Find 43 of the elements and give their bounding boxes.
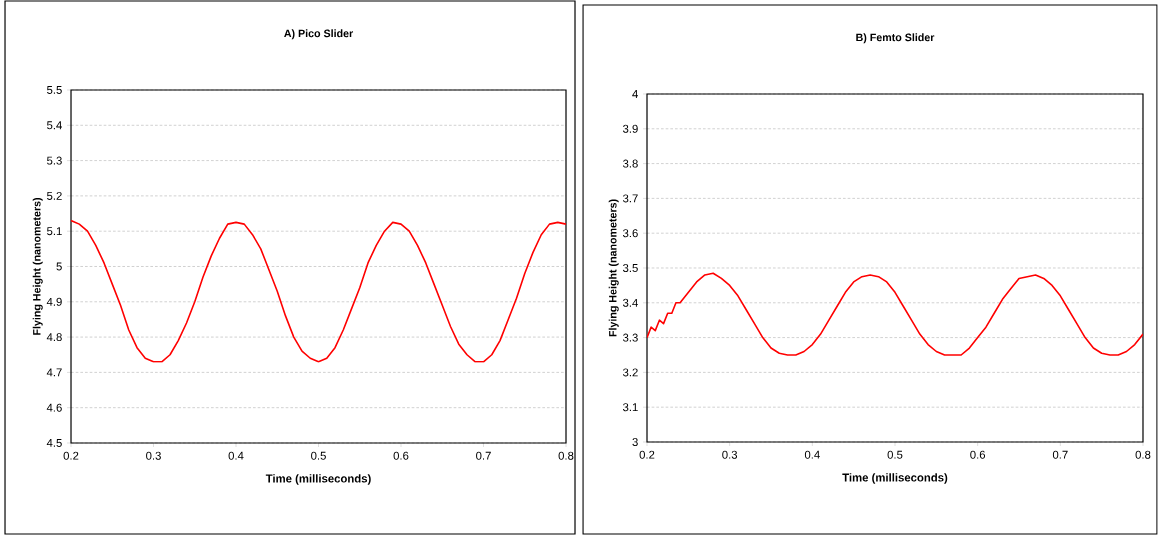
- x-axis-title: Time (milliseconds): [265, 474, 371, 485]
- y-tick-label: 3.9: [622, 124, 638, 133]
- x-tick-label: 0.4: [228, 451, 244, 460]
- x-tick-label: 0.4: [804, 450, 820, 459]
- x-tick-label: 0.7: [1052, 450, 1068, 459]
- x-tick-label: 0.5: [311, 451, 326, 460]
- y-tick-label: 5: [56, 262, 62, 271]
- x-tick-label: 0.2: [639, 450, 655, 459]
- line-series: [71, 219, 567, 363]
- x-tick-label: 0.2: [63, 451, 79, 460]
- y-tick-label: 4.5: [46, 439, 62, 447]
- y-tick-label: 5.4: [47, 121, 62, 130]
- x-tick-label: 0.8: [558, 451, 574, 460]
- x-tick-label: 0.6: [970, 450, 986, 459]
- y-tick-label: 4.7: [46, 368, 62, 377]
- y-tick-label: 3.4: [622, 298, 638, 307]
- y-tick-label: 3.1: [622, 403, 638, 412]
- y-tick-label: 5.1: [47, 227, 62, 236]
- chart-title: A) Pico Slider: [284, 29, 354, 40]
- y-tick-label: 4: [632, 90, 638, 98]
- y-axis-title: Flying Height (nanometers): [32, 197, 43, 335]
- y-tick-label: 5.2: [47, 191, 62, 200]
- x-tick-label: 0.8: [1135, 450, 1151, 459]
- y-axis-title: Flying Height (nanometers): [608, 199, 619, 337]
- y-tick-label: 5.3: [47, 156, 62, 165]
- y-tick-label: 4.6: [46, 403, 62, 412]
- x-axis-title: Time (milliseconds): [842, 473, 948, 484]
- y-tick-label: 3: [632, 437, 638, 446]
- y-tick-label: 4.8: [46, 333, 62, 342]
- chart-title: B) Femto Slider: [856, 33, 935, 44]
- y-tick-label: 3.8: [622, 159, 638, 168]
- y-tick-label: 3.2: [622, 368, 638, 377]
- x-tick-label: 0.6: [393, 451, 409, 460]
- y-tick-label: 3.7: [622, 194, 638, 203]
- x-tick-label: 0.7: [476, 451, 491, 460]
- x-tick-label: 0.3: [722, 450, 738, 459]
- x-tick-label: 0.5: [887, 450, 903, 459]
- y-tick-label: 3.5: [622, 263, 638, 272]
- x-tick-label: 0.3: [146, 451, 161, 460]
- y-tick-label: 4.9: [46, 297, 62, 306]
- y-tick-label: 5.5: [47, 86, 62, 94]
- y-tick-label: 3.3: [622, 333, 638, 342]
- y-tick-label: 3.6: [622, 229, 638, 238]
